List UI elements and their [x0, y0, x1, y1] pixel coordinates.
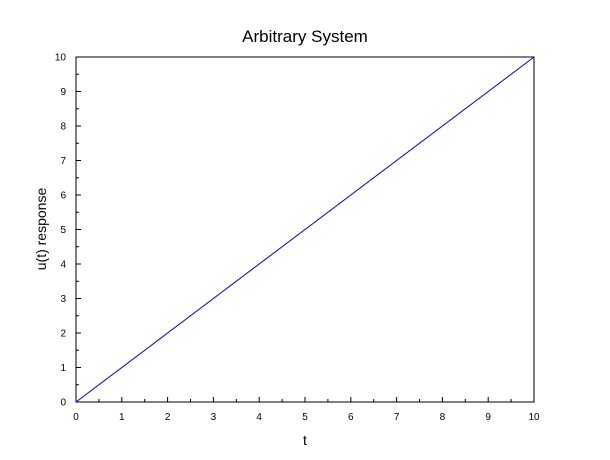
- y-axis-ticks: 0 1 2 3 4 5 6 7 8 9 10: [55, 53, 81, 409]
- x-tick-label: 7: [394, 412, 400, 423]
- y-axis-label: u(t) response: [33, 188, 49, 271]
- series-line-0: [75, 56, 535, 403]
- y-tick-label: 3: [60, 294, 66, 305]
- x-tick-label: 5: [302, 412, 308, 423]
- y-tick-label: 5: [60, 225, 66, 236]
- y-tick-label: 1: [60, 363, 66, 374]
- chart-title: Arbitrary System: [242, 27, 368, 46]
- x-tick-label: 9: [485, 412, 491, 423]
- y-tick-label: 10: [55, 53, 67, 64]
- x-tick-label: 8: [440, 412, 446, 423]
- y-tick-label: 6: [60, 191, 66, 202]
- x-tick-label: 1: [119, 412, 125, 423]
- y-tick-label: 2: [60, 329, 66, 340]
- y-tick-label: 4: [60, 260, 66, 271]
- y-tick-label: 0: [60, 398, 66, 409]
- x-tick-label: 2: [165, 412, 171, 423]
- y-tick-label: 7: [60, 156, 66, 167]
- x-tick-label: 6: [348, 412, 354, 423]
- x-tick-label: 0: [73, 412, 79, 423]
- y-tick-label: 9: [60, 87, 66, 98]
- x-tick-label: 3: [211, 412, 217, 423]
- x-axis-label: t: [303, 432, 307, 448]
- y-tick-label: 8: [60, 122, 66, 133]
- x-tick-label: 4: [256, 412, 262, 423]
- x-tick-label: 10: [528, 412, 540, 423]
- x-axis-ticks: 0 1 2 3 4 5 6 7 8 9 10: [73, 397, 540, 423]
- series-group: [75, 56, 535, 403]
